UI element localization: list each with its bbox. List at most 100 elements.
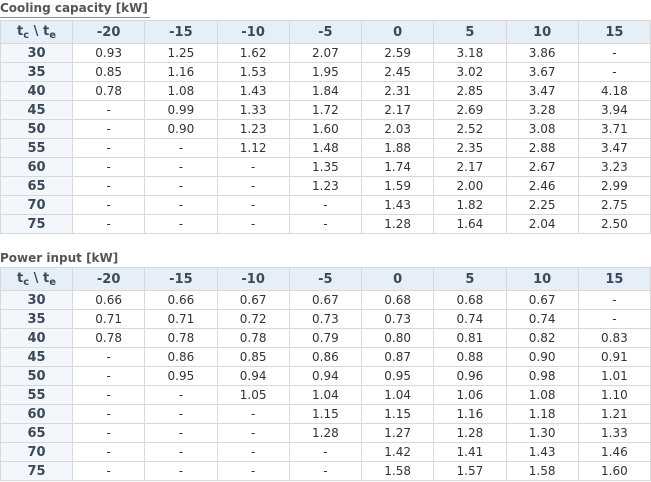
corner-t: t: [42, 23, 50, 39]
cell: 1.48: [288, 138, 363, 158]
cell: 0.96: [433, 366, 507, 386]
cell: 1.60: [288, 119, 363, 139]
data-row: 40 0.78 0.78 0.78 0.79 0.80 0.81 0.82 0.83: [0, 328, 651, 348]
cell: 1.23: [288, 176, 363, 196]
column-header: -5: [288, 20, 363, 44]
section-title: Power input [kW]: [0, 250, 121, 268]
cell: 0.90: [505, 347, 579, 367]
section-title: Cooling capacity [kW]: [0, 0, 150, 18]
cell: 1.43: [360, 195, 435, 215]
column-header: 5: [433, 267, 507, 291]
data-row: 55- -1.05 1.04 1.04 1.06 1.08 1.10: [0, 385, 651, 405]
cell: 2.07: [288, 43, 363, 63]
cell: 1.06: [433, 385, 507, 405]
cell: -: [144, 195, 218, 215]
cell: 3.47: [577, 138, 651, 158]
cell: 4.18: [577, 81, 651, 101]
corner-sub: e: [49, 29, 56, 41]
cell: 2.45: [360, 62, 435, 82]
cell: -: [577, 309, 651, 329]
data-row: 60- - -1.15 1.15 1.16 1.18 1.21: [0, 404, 651, 424]
cell: 1.23: [216, 119, 290, 139]
cell: 1.30: [505, 423, 579, 443]
corner-sub: c: [23, 276, 30, 288]
data-row: 65- - -1.23 1.59 2.00 2.46 2.99: [0, 176, 651, 196]
cell: 1.57: [433, 461, 507, 481]
cell: 0.78: [144, 328, 218, 348]
cell: -: [71, 195, 146, 215]
row-label: 70: [0, 195, 73, 215]
cell: -: [71, 461, 146, 481]
corner-t: t: [17, 23, 24, 39]
cell: 1.62: [216, 43, 290, 63]
cell: 2.03: [360, 119, 435, 139]
cell: -: [216, 461, 290, 481]
cell: 1.58: [505, 461, 579, 481]
data-row: 30 0.93 1.25 1.62 2.07 2.59 3.18 3.86-: [0, 43, 651, 63]
cell: -: [71, 214, 146, 234]
cell: 0.98: [505, 366, 579, 386]
cell: 0.86: [144, 347, 218, 367]
cell: 1.16: [433, 404, 507, 424]
cell: 3.71: [577, 119, 651, 139]
cell: 1.72: [288, 100, 363, 120]
cell: 0.83: [577, 328, 651, 348]
cell: 1.01: [577, 366, 651, 386]
column-header: 0: [360, 20, 435, 44]
header-row: tc \ te -20 -15 -10 -5 0 5 10 15: [0, 20, 651, 44]
cell: 1.43: [505, 442, 579, 462]
cell: 1.42: [360, 442, 435, 462]
corner-t: t: [42, 270, 50, 286]
row-label: 30: [0, 43, 73, 63]
data-row: 65- - -1.28 1.27 1.28 1.30 1.33: [0, 423, 651, 443]
cell: 3.08: [505, 119, 579, 139]
cell: -: [144, 423, 218, 443]
cell: 0.71: [71, 309, 146, 329]
cell: 3.86: [505, 43, 579, 63]
cell: 0.74: [505, 309, 579, 329]
cell: 2.52: [433, 119, 507, 139]
cell: 1.74: [360, 157, 435, 177]
cell: 0.68: [433, 290, 507, 310]
cell: 0.85: [71, 62, 146, 82]
cell: 0.91: [577, 347, 651, 367]
row-label: 70: [0, 442, 73, 462]
column-header: 10: [505, 20, 579, 44]
cell: 0.88: [433, 347, 507, 367]
cell: 1.04: [288, 385, 363, 405]
cell: 1.28: [433, 423, 507, 443]
data-row: 50-0.90 1.23 1.60 2.03 2.52 3.08 3.71: [0, 119, 651, 139]
cell: 1.64: [433, 214, 507, 234]
cell: -: [71, 366, 146, 386]
cell: 0.82: [505, 328, 579, 348]
cell: 1.27: [360, 423, 435, 443]
data-table: tc \ te -20 -15 -10 -5 0 5 10 15 30 0.66 0.66 0.67 0.…: [0, 267, 651, 481]
cell: 1.10: [577, 385, 651, 405]
column-header: -10: [216, 20, 290, 44]
data-row: 45-0.99 1.33 1.72 2.17 2.69 3.28 3.94: [0, 100, 651, 120]
column-header: -5: [288, 267, 363, 291]
cell: 0.66: [144, 290, 218, 310]
cell: 1.46: [577, 442, 651, 462]
corner-cell: tc \ te: [0, 20, 73, 44]
cell: -: [288, 214, 363, 234]
cell: 1.08: [144, 81, 218, 101]
row-label: 50: [0, 366, 73, 386]
cell: -: [144, 176, 218, 196]
cell: -: [144, 214, 218, 234]
cell: 1.53: [216, 62, 290, 82]
cell: -: [71, 138, 146, 158]
cell: 3.67: [505, 62, 579, 82]
cell: 0.79: [288, 328, 363, 348]
cell: -: [577, 290, 651, 310]
column-header: 10: [505, 267, 579, 291]
column-header: 5: [433, 20, 507, 44]
cell: 0.95: [360, 366, 435, 386]
data-row: 30 0.66 0.66 0.67 0.67 0.68 0.68 0.67-: [0, 290, 651, 310]
cell: 3.02: [433, 62, 507, 82]
data-table: tc \ te -20 -15 -10 -5 0 5 10 15 30 0.93 1.25 1.62 2.…: [0, 20, 651, 234]
cell: 0.80: [360, 328, 435, 348]
data-row: 70- - - -1.42 1.41 1.43 1.46: [0, 442, 651, 462]
cell: 3.28: [505, 100, 579, 120]
